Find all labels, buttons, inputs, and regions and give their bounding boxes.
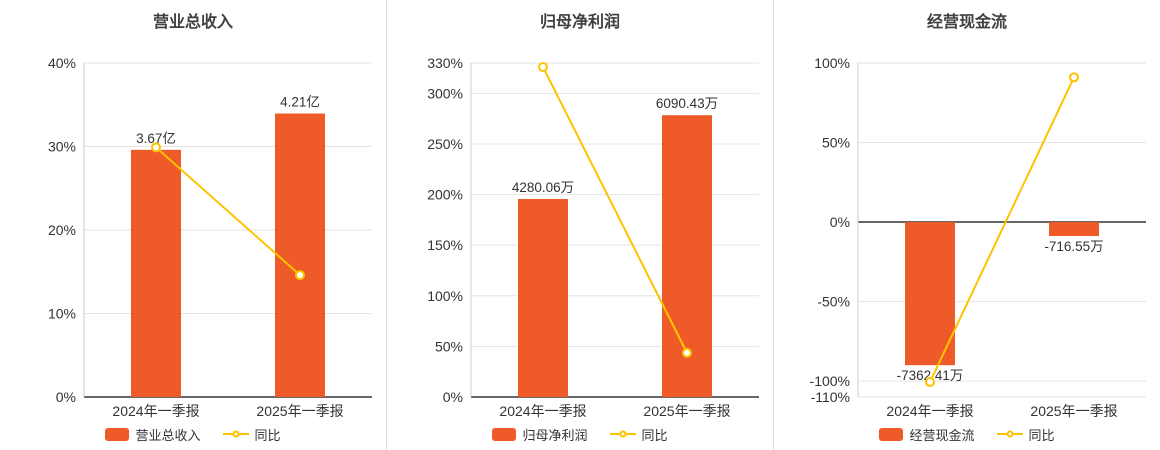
cash-flow-chart: -110%-100% -50% 0% 50% 100% -7362.41万 2024年一季报… [810,55,1146,419]
trend-point[interactable] [151,142,161,153]
chart-legend: 归母净利润 同比 [387,422,773,446]
bar-value-label: 3.67亿 [136,131,176,146]
legend-item-bar-series[interactable]: 归母净利润 [492,425,588,444]
trend-line [155,146,301,276]
legend-label: 归母净利润 [522,427,588,443]
bar[interactable] [1049,222,1099,237]
y-tick-label: -110% [811,389,850,405]
line-series-swatch-icon [222,430,249,438]
legend-label: 同比 [1028,427,1055,443]
legend-item-line-series[interactable]: 同比 [609,425,668,444]
y-tick-label: 300% [427,85,463,101]
y-tick-label: 50% [822,135,850,151]
y-tick-label: 40% [48,55,76,71]
line-series-swatch-icon [609,430,636,438]
legend-item-line-series[interactable]: 同比 [222,425,281,444]
line-series-swatch-icon [996,430,1023,438]
revenue-chart: 0% 10% 20% 30% 40% 3.67亿 2024年一季报 4.21亿 2025年一季报 [48,55,372,419]
x-category-label: 2024年一季报 [499,403,586,419]
trend-line [542,66,688,354]
trend-line [929,76,1075,383]
legend-item-bar-series[interactable]: 经营现金流 [879,425,975,444]
y-tick-label: 20% [48,222,76,238]
y-tick-label: -50% [817,294,850,310]
legend-item-line-series[interactable]: 同比 [996,425,1055,444]
y-tick-label: 100% [427,288,463,304]
chart-legend: 经营现金流 同比 [774,422,1160,446]
chart-title: 经营现金流 [926,14,1007,31]
bar-series-swatch-icon [879,427,904,441]
x-category-label: 2025年一季报 [256,403,343,419]
y-tick-label: 150% [427,237,463,253]
x-category-label: 2024年一季报 [112,403,199,419]
y-tick-label: 100% [814,55,850,71]
bar-series-swatch-icon [105,427,130,441]
legend-label: 同比 [254,427,281,443]
line-marker-icon [1006,430,1013,438]
legend-label: 同比 [641,427,668,443]
chart-title: 营业总收入 [152,14,233,31]
y-tick-label: 0% [443,389,463,405]
bar[interactable] [518,199,568,397]
trend-point[interactable] [925,377,935,388]
legend-label: 营业总收入 [135,427,201,443]
bar[interactable] [275,113,325,397]
trend-point[interactable] [295,270,305,281]
y-tick-label: 10% [48,306,76,322]
net-profit-chart: 0% 50% 100% 150% 200% 250% 300% 330% 4280.06万 202… [427,55,759,419]
x-category-label: 2025年一季报 [643,403,730,419]
chart-legend: 营业总收入 同比 [0,422,386,446]
y-tick-label: 50% [435,338,463,354]
bar-value-label: 4.21亿 [280,95,320,110]
bar-value-label: -716.55万 [1044,239,1103,254]
y-tick-label: -100% [810,373,850,389]
line-marker-icon [232,430,239,438]
bar[interactable] [131,149,181,397]
y-tick-label: 30% [48,139,76,155]
legend-label: 经营现金流 [909,427,975,443]
y-tick-label: 250% [427,136,463,152]
bar-series-swatch-icon [492,427,517,441]
trend-point[interactable] [682,347,692,358]
y-tick-label: 0% [830,214,850,230]
x-category-label: 2024年一季报 [886,403,973,419]
trend-point[interactable] [1069,72,1079,83]
bar-value-label: 6090.43万 [656,96,718,111]
bar[interactable] [905,222,955,366]
line-marker-icon [619,430,626,438]
legend-item-bar-series[interactable]: 营业总收入 [105,425,201,444]
chart-panel-revenue: 营业总收入 0% 10% 20% 30% 40% 3.67亿 2024年一季报 4.21亿 20… [0,0,387,450]
chart-panel-net-profit: 归母净利润 0% 50% 100% 150% 200% 250% 300% 330% 4280.… [387,0,774,450]
bar-value-label: 4280.06万 [512,180,574,195]
chart-title: 归母净利润 [539,14,620,31]
x-category-label: 2025年一季报 [1030,403,1117,419]
trend-point[interactable] [538,62,548,73]
bar-value-label: -7362.41万 [897,368,964,383]
y-tick-label: 330% [427,55,463,71]
chart-panel-cash-flow: 经营现金流 -110% -100% -50% 0% 50% 100% -7362.41万 20… [774,0,1160,450]
y-tick-label: 200% [427,187,463,203]
y-tick-label: 0% [56,389,76,405]
